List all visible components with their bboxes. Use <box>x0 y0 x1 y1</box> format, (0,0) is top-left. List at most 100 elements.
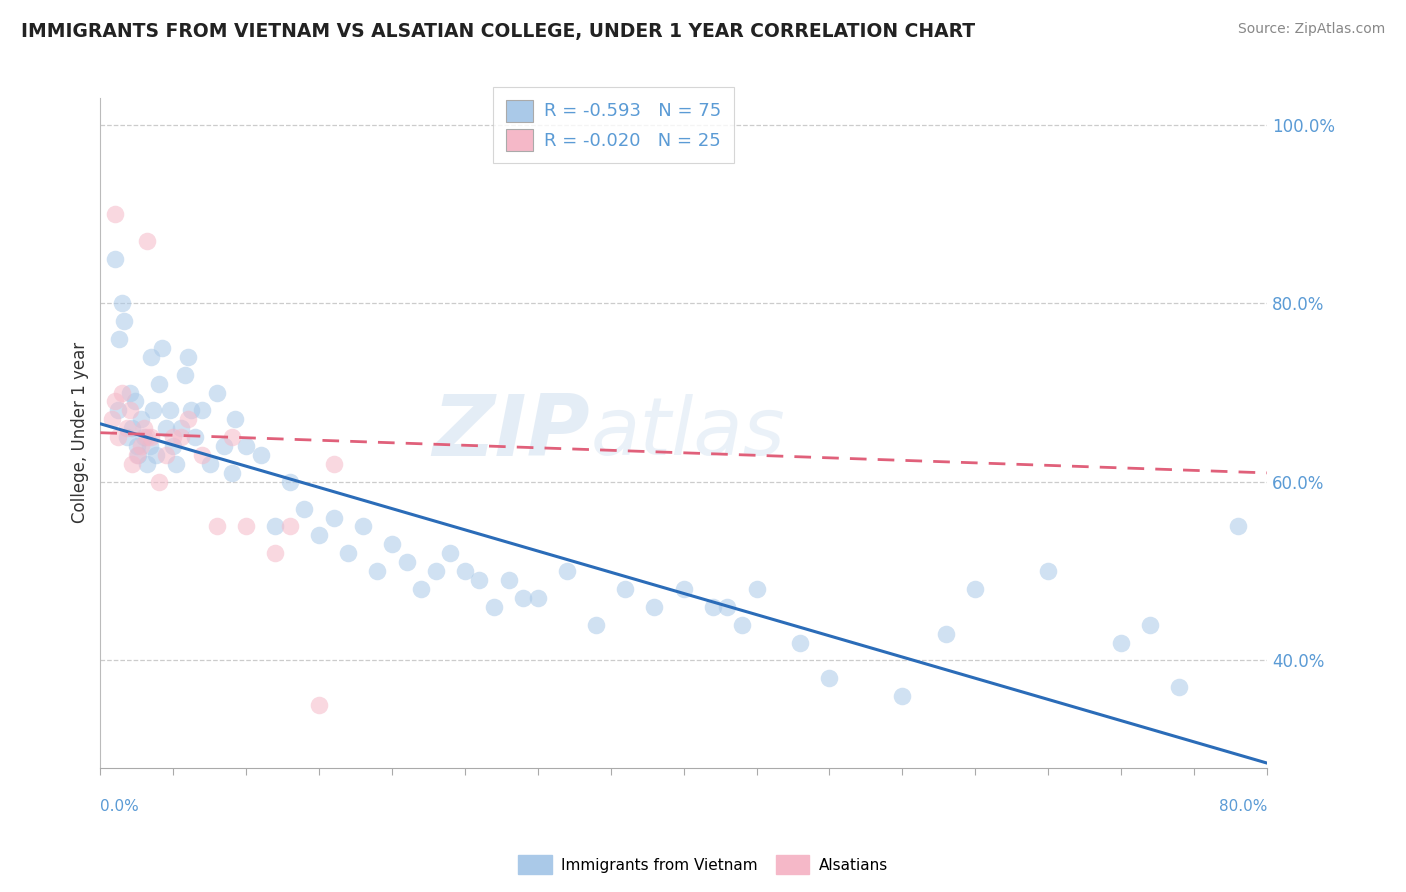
Point <box>249 448 271 462</box>
Text: IMMIGRANTS FROM VIETNAM VS ALSATIAN COLLEGE, UNDER 1 YEAR CORRELATION CHART: IMMIGRANTS FROM VIETNAM VS ALSATIAN COLL… <box>21 22 976 41</box>
Point <box>205 519 228 533</box>
Point <box>278 475 301 489</box>
Point <box>702 599 724 614</box>
Point <box>221 466 243 480</box>
Point <box>177 350 200 364</box>
Point <box>108 332 131 346</box>
Point <box>150 341 173 355</box>
Point <box>294 501 316 516</box>
Point <box>159 403 181 417</box>
Point <box>214 439 236 453</box>
Point <box>145 448 167 462</box>
Point <box>585 617 607 632</box>
Point <box>177 412 200 426</box>
Point <box>132 430 155 444</box>
Point <box>381 537 404 551</box>
Point <box>512 591 534 605</box>
Point <box>124 394 146 409</box>
Point <box>1226 519 1249 533</box>
Point <box>731 617 754 632</box>
Point <box>468 573 491 587</box>
Point <box>308 698 330 712</box>
Point <box>136 430 159 444</box>
Point <box>162 430 184 444</box>
Point <box>965 582 987 596</box>
Point <box>141 430 163 444</box>
Point <box>235 519 257 533</box>
Point <box>104 207 127 221</box>
Point <box>165 457 187 471</box>
Point <box>411 582 433 596</box>
Point <box>425 564 447 578</box>
Point <box>352 519 374 533</box>
Point <box>1139 617 1161 632</box>
Point <box>174 368 197 382</box>
Point <box>264 546 287 560</box>
Legend: R = -0.593   N = 75, R = -0.020   N = 25: R = -0.593 N = 75, R = -0.020 N = 25 <box>494 87 734 163</box>
Point <box>789 635 811 649</box>
Point <box>121 421 143 435</box>
Point <box>818 671 841 685</box>
Point <box>745 582 768 596</box>
Point <box>454 564 477 578</box>
Point <box>107 430 129 444</box>
Point <box>125 448 148 462</box>
Point <box>148 475 170 489</box>
Point <box>104 252 127 266</box>
Point <box>139 439 162 453</box>
Point <box>224 412 246 426</box>
Point <box>482 599 505 614</box>
Point <box>129 412 152 426</box>
Point <box>891 689 914 703</box>
Point <box>366 564 388 578</box>
Point <box>191 448 214 462</box>
Point <box>141 350 163 364</box>
Point <box>125 439 148 453</box>
Point <box>136 457 159 471</box>
Point <box>235 439 257 453</box>
Point <box>1036 564 1059 578</box>
Point <box>118 385 141 400</box>
Point <box>101 412 124 426</box>
Point <box>439 546 461 560</box>
Point <box>118 403 141 417</box>
Point <box>672 582 695 596</box>
Point <box>221 430 243 444</box>
Point <box>191 403 214 417</box>
Point <box>132 421 155 435</box>
Point <box>198 457 221 471</box>
Point <box>180 403 202 417</box>
Point <box>121 457 143 471</box>
Point <box>111 385 134 400</box>
Point <box>498 573 520 587</box>
Point <box>322 457 344 471</box>
Y-axis label: College, Under 1 year: College, Under 1 year <box>72 343 89 524</box>
Point <box>555 564 578 578</box>
Point <box>1109 635 1132 649</box>
Point <box>184 430 207 444</box>
Point <box>322 510 344 524</box>
Point <box>395 555 418 569</box>
Point <box>205 385 228 400</box>
Point <box>136 234 159 248</box>
Point <box>278 519 301 533</box>
Point <box>112 314 135 328</box>
Point <box>142 403 165 417</box>
Point <box>264 519 287 533</box>
Point <box>643 599 665 614</box>
Point <box>527 591 550 605</box>
Point <box>127 448 149 462</box>
Point <box>129 439 152 453</box>
Point <box>308 528 330 542</box>
Point <box>107 403 129 417</box>
Text: Source: ZipAtlas.com: Source: ZipAtlas.com <box>1237 22 1385 37</box>
Point <box>614 582 637 596</box>
Text: 0.0%: 0.0% <box>100 798 139 814</box>
Point <box>169 421 191 435</box>
Point <box>716 599 738 614</box>
Point <box>337 546 360 560</box>
Point <box>104 394 127 409</box>
Text: 80.0%: 80.0% <box>1219 798 1267 814</box>
Point <box>111 296 134 310</box>
Point <box>115 421 138 435</box>
